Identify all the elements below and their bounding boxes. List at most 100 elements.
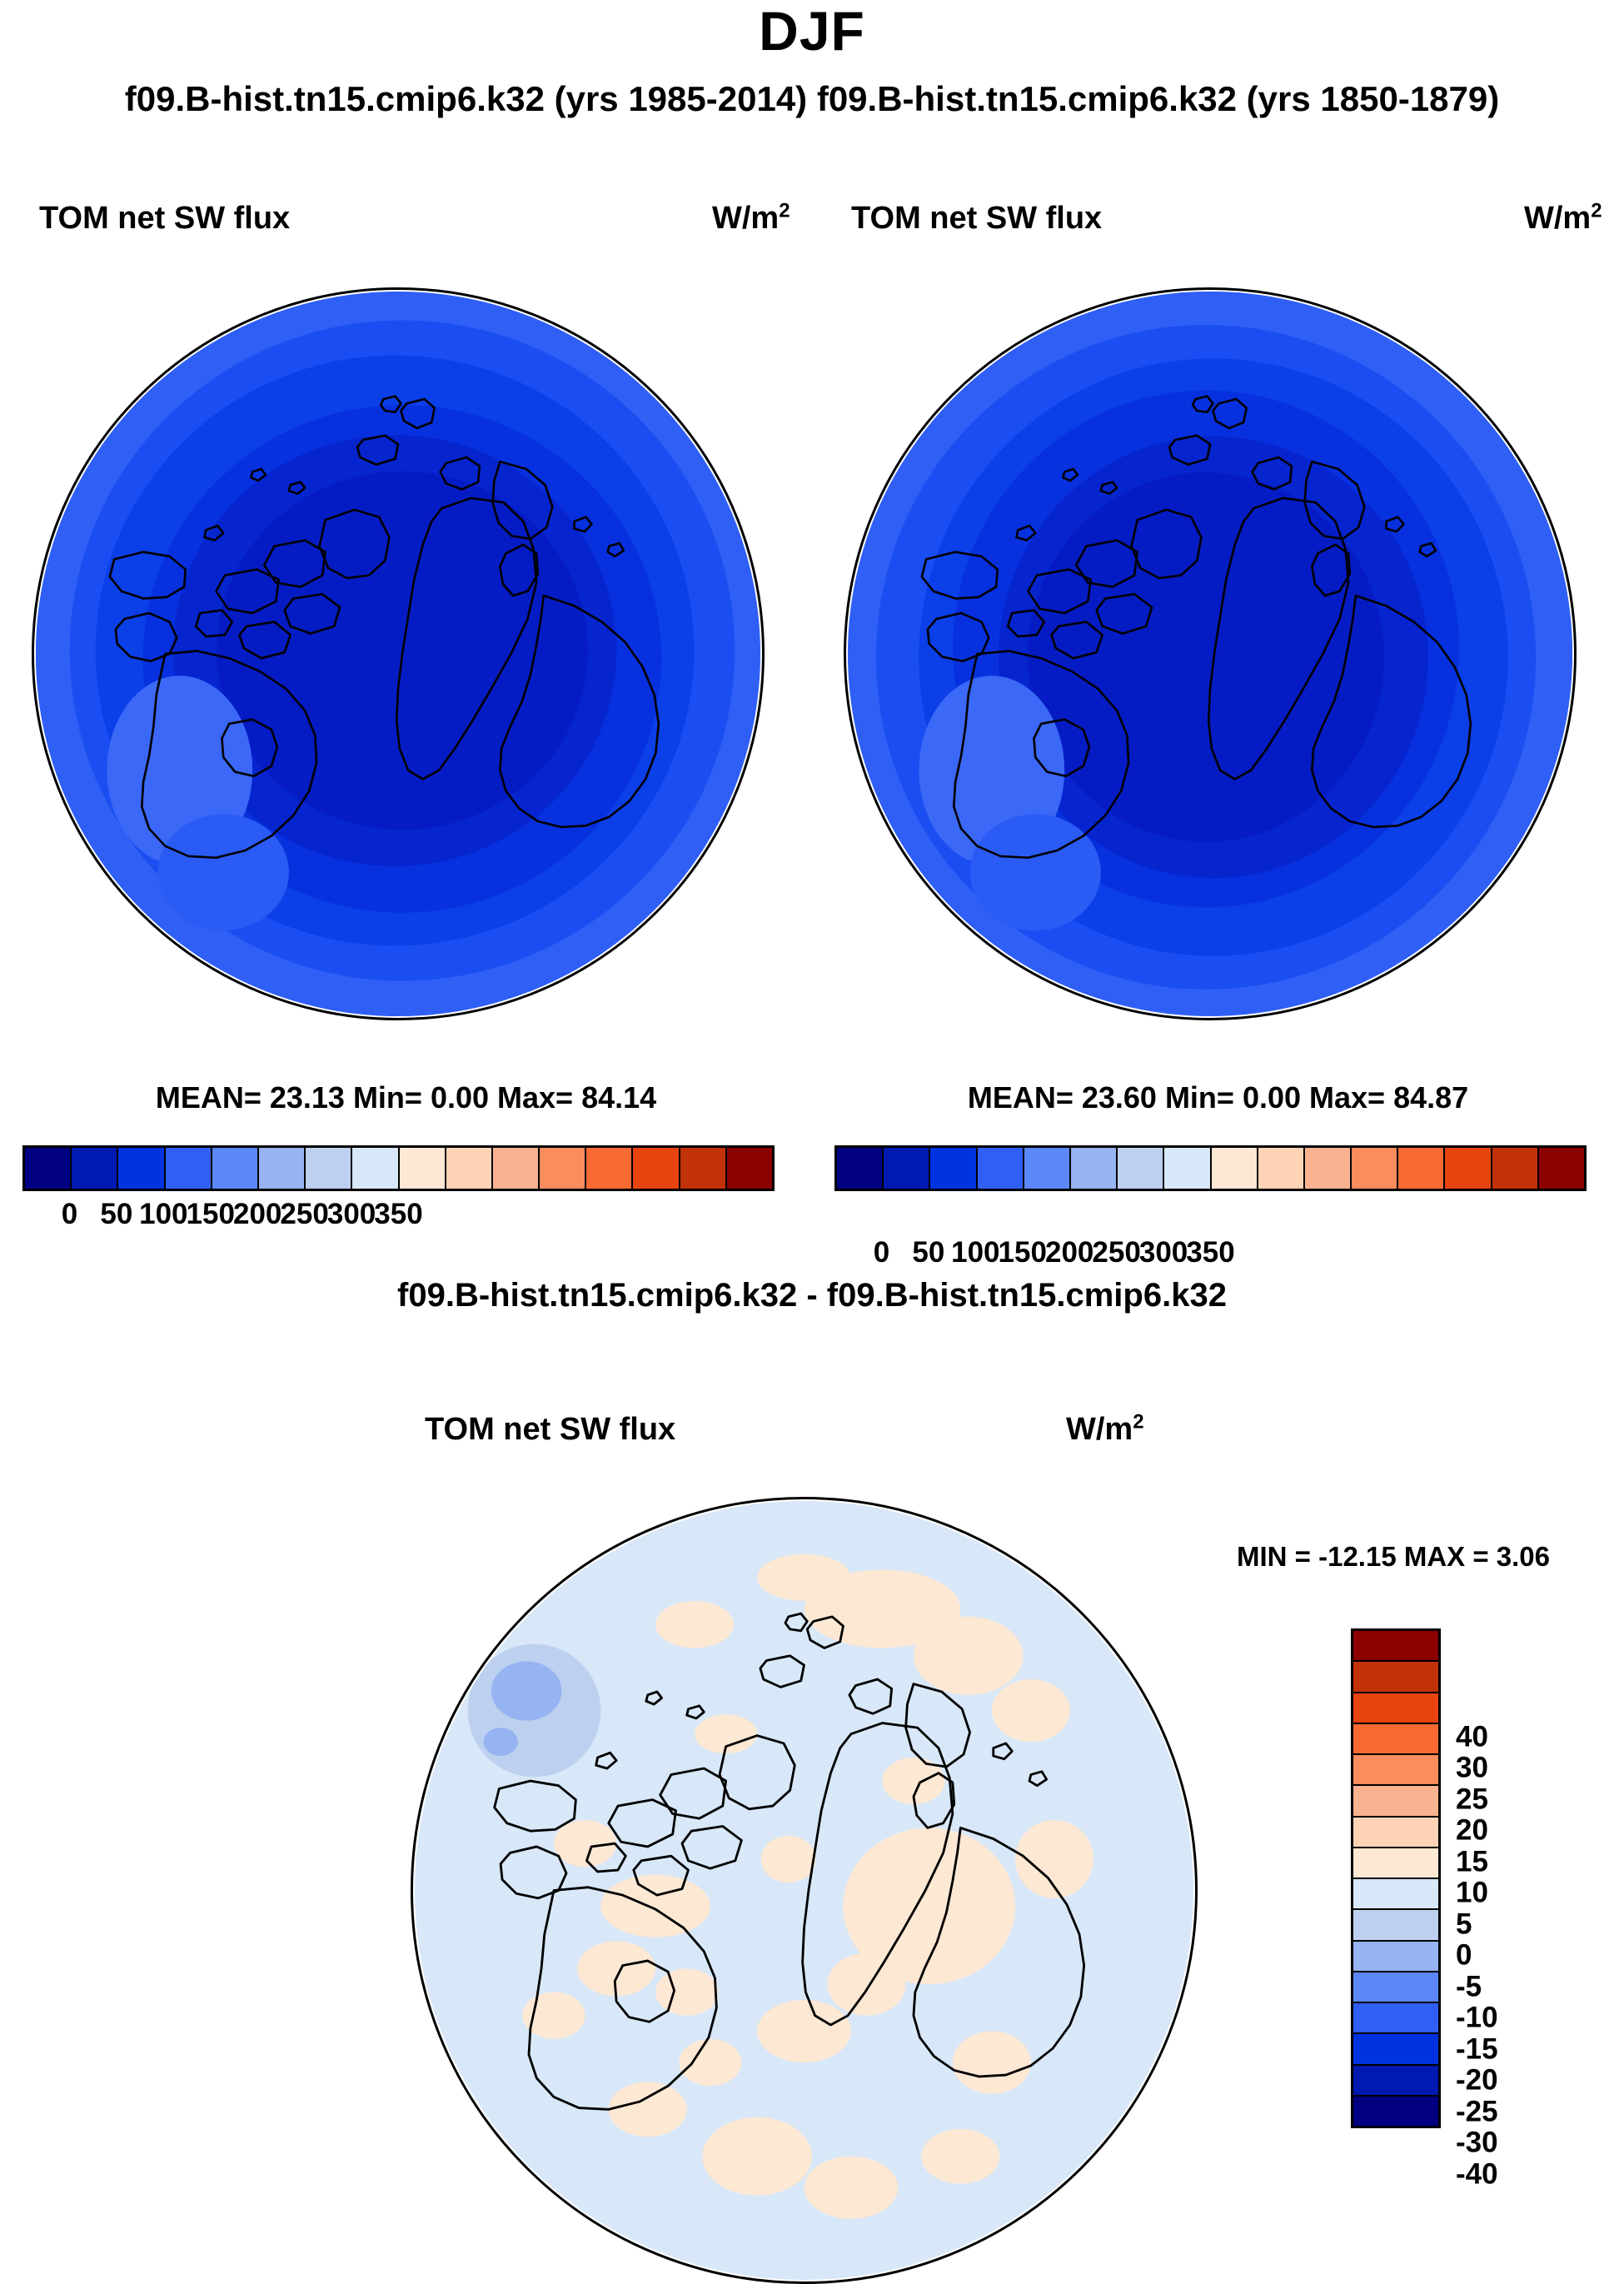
map-right-polar-stereographic	[844, 287, 1577, 1020]
colorbar-v-tick-label: -10	[1456, 2001, 1498, 2034]
colorbar-tick-label: 300	[1138, 1236, 1188, 1269]
colorbar-cell-15	[726, 1148, 772, 1189]
colorbar-v-tick-label: 25	[1456, 1783, 1488, 1815]
colorbar-difference-ticks: 40 30 25 20 15 10 5 0 -5 -10 -15 -20 -25 -30 -40	[1456, 1705, 1597, 2205]
colorbar-tick-label: 100	[139, 1198, 188, 1230]
colorbar-v-tick-label: 15	[1456, 1845, 1488, 1878]
colorbar-v-cell-14	[1353, 2065, 1438, 2097]
colorbar-tick-label: 300	[326, 1198, 376, 1230]
colorbar-cell-13	[633, 1148, 680, 1189]
colorbar-v-cell-1	[1353, 1662, 1438, 1693]
left-units-exponent: 2	[779, 199, 790, 222]
colorbar-v-tick-label: -25	[1456, 2095, 1498, 2127]
colorbar-v-cell-6	[1353, 1817, 1438, 1848]
left-panel-stats: MEAN= 23.13 Min= 0.00 Max= 84.14	[155, 1080, 657, 1115]
colorbar-v-tick-label: 40	[1456, 1720, 1488, 1753]
colorbar-cell-8	[1211, 1148, 1258, 1189]
colorbar-v-tick-label: -40	[1456, 2157, 1498, 2190]
colorbar-cell-5	[258, 1148, 306, 1189]
colorbar-v-cell-2	[1353, 1693, 1438, 1724]
colorbar-cell-0	[837, 1148, 884, 1189]
colorbar-v-cell-13	[1353, 2034, 1438, 2066]
colorbar-tick-label: 250	[1092, 1236, 1141, 1269]
colorbar-v-tick-label: -15	[1456, 2032, 1498, 2065]
colorbar-v-cell-15	[1353, 2096, 1438, 2126]
colorbar-v-cell-9	[1353, 1910, 1438, 1942]
right-panel-units-label: W/m2	[1524, 199, 1602, 236]
colorbar-tick-label: 250	[280, 1198, 329, 1230]
colorbar-cell-9	[1258, 1148, 1305, 1189]
colorbar-v-tick-label: 0	[1456, 1938, 1472, 1972]
colorbar-v-cell-10	[1353, 1941, 1438, 1972]
colorbar-left-ticks: 0 50 100 150 200 250 300 350	[22, 1199, 775, 1238]
colorbar-tick-label: 0	[61, 1198, 78, 1230]
colorbar-v-cell-3	[1353, 1723, 1438, 1755]
colorbar-cell-15	[1538, 1148, 1584, 1189]
colorbar-v-tick-label: -30	[1456, 2126, 1498, 2159]
diff-units-text: W/m	[1066, 1412, 1133, 1447]
colorbar-cell-6	[1118, 1148, 1165, 1189]
diff-units-exponent: 2	[1133, 1410, 1144, 1434]
colorbar-cell-6	[306, 1148, 353, 1189]
colorbar-v-cell-12	[1353, 2003, 1438, 2035]
colorbar-cell-1	[884, 1148, 931, 1189]
colorbar-v-cell-0	[1353, 1631, 1438, 1663]
colorbar-v-tick-label: 5	[1456, 1907, 1472, 1940]
colorbar-cell-14	[680, 1148, 727, 1189]
colorbar-right	[834, 1145, 1587, 1191]
colorbar-cell-1	[72, 1148, 119, 1189]
colorbar-tick-label: 50	[100, 1198, 133, 1230]
colorbar-tick-label: 150	[186, 1198, 235, 1230]
colorbar-cell-2	[930, 1148, 978, 1189]
colorbar-v-cell-7	[1353, 1848, 1438, 1879]
colorbar-cell-10	[492, 1148, 541, 1189]
season-title: DJF	[759, 0, 865, 62]
colorbar-tick-label: 50	[912, 1236, 945, 1269]
colorbar-cell-3	[977, 1148, 1024, 1189]
colorbar-cell-2	[118, 1148, 166, 1189]
colorbar-cell-7	[352, 1148, 400, 1189]
colorbar-v-tick-label: -20	[1456, 2063, 1498, 2097]
map-left-polar-stereographic	[32, 287, 765, 1020]
colorbar-v-cell-5	[1353, 1786, 1438, 1818]
colorbar-tick-label: 350	[1186, 1236, 1235, 1269]
map-difference-polar-stereographic	[411, 1497, 1198, 2284]
colorbar-cell-13	[1445, 1148, 1492, 1189]
colorbar-cell-4	[212, 1148, 259, 1189]
colorbar-cell-10	[1304, 1148, 1353, 1189]
colorbar-cell-8	[399, 1148, 446, 1189]
left-units-text: W/m	[712, 201, 780, 236]
right-units-exponent: 2	[1591, 199, 1602, 222]
colorbar-tick-label: 200	[232, 1198, 282, 1230]
difference-case-line: f09.B-hist.tn15.cmip6.k32 - f09.B-hist.t…	[397, 1277, 1227, 1314]
colorbar-cell-0	[25, 1148, 72, 1189]
colorbar-cell-3	[165, 1148, 212, 1189]
colorbar-v-cell-11	[1353, 1972, 1438, 2003]
colorbar-v-tick-label: 30	[1456, 1751, 1488, 1784]
colorbar-tick-label: 0	[873, 1236, 890, 1269]
diff-panel-units-label: W/m2	[1066, 1412, 1144, 1447]
colorbar-cell-11	[1352, 1148, 1399, 1189]
right-panel-stats: MEAN= 23.60 Min= 0.00 Max= 84.87	[967, 1080, 1469, 1115]
colorbar-cell-14	[1492, 1148, 1539, 1189]
case-description-line: f09.B-hist.tn15.cmip6.k32 (yrs 1985-2014…	[124, 79, 1500, 118]
colorbar-left	[22, 1145, 775, 1191]
colorbar-v-tick-label: 20	[1456, 1813, 1488, 1847]
diff-panel-minmax: MIN = -12.15 MAX = 3.06	[1237, 1541, 1551, 1572]
diff-panel-variable-label: TOM net SW flux	[425, 1412, 676, 1447]
left-panel-units-label: W/m2	[712, 199, 790, 236]
colorbar-tick-label: 150	[998, 1236, 1047, 1269]
colorbar-v-cell-4	[1353, 1755, 1438, 1787]
colorbar-cell-11	[540, 1148, 587, 1189]
colorbar-cell-9	[446, 1148, 493, 1189]
colorbar-cell-4	[1024, 1148, 1071, 1189]
right-units-text: W/m	[1524, 201, 1592, 236]
colorbar-tick-label: 200	[1044, 1236, 1094, 1269]
colorbar-difference	[1351, 1628, 1441, 2128]
colorbar-tick-label: 100	[951, 1236, 1000, 1269]
colorbar-cell-7	[1164, 1148, 1212, 1189]
colorbar-v-cell-8	[1353, 1879, 1438, 1911]
colorbar-tick-label: 350	[374, 1198, 423, 1230]
colorbar-cell-12	[586, 1148, 634, 1189]
colorbar-v-tick-label: -5	[1456, 1970, 1482, 2002]
